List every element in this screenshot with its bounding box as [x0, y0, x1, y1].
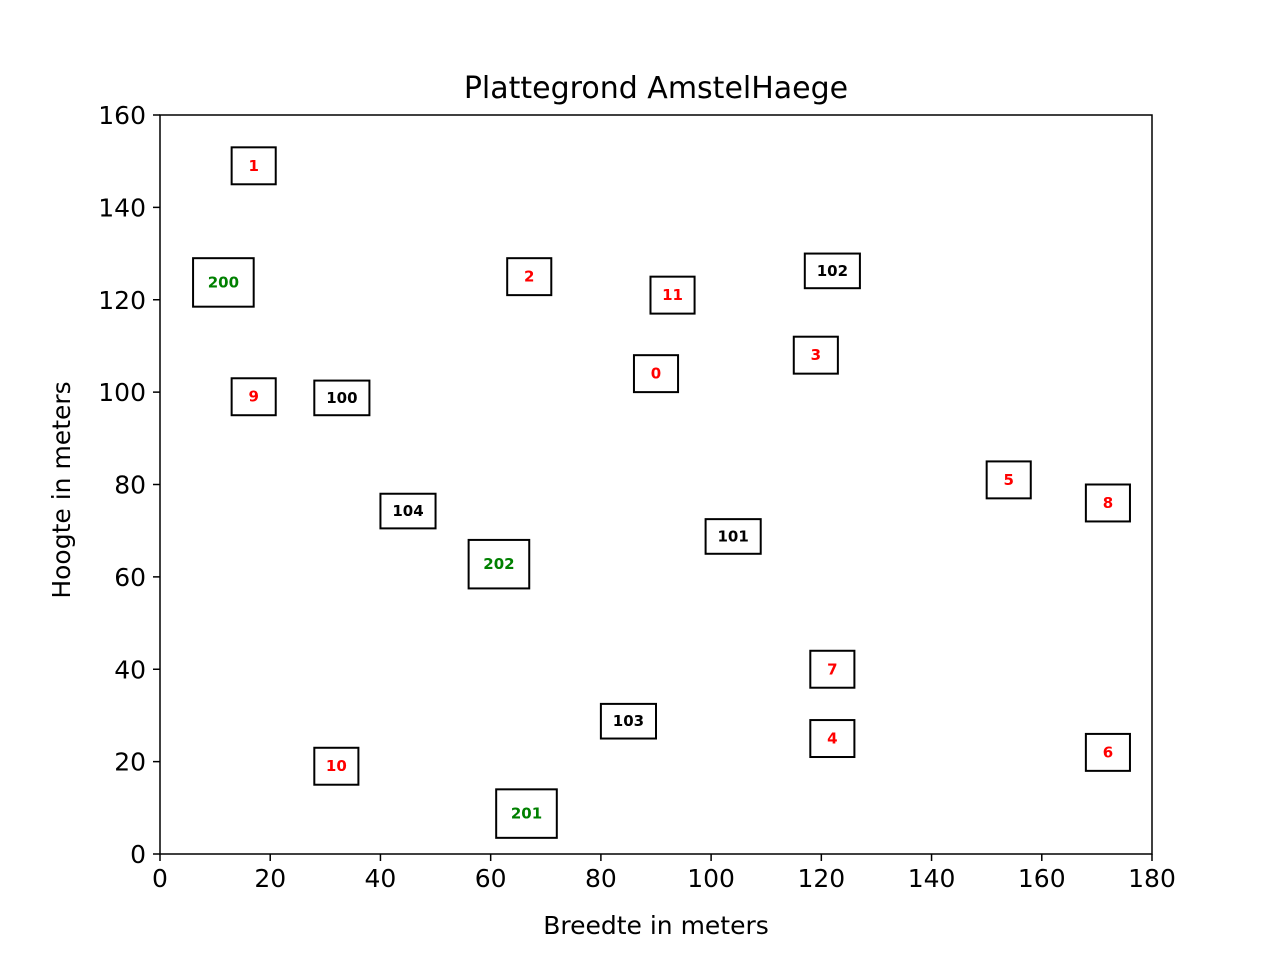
- x-tick-label-160: 160: [1018, 864, 1066, 893]
- x-tick-label-20: 20: [254, 864, 286, 893]
- y-tick-label-100: 100: [98, 378, 146, 407]
- house-label-200: 200: [208, 273, 239, 291]
- house-box-9: [230, 377, 277, 417]
- house-label-0: 0: [651, 365, 661, 383]
- house-box-202: [467, 538, 531, 590]
- house-box-101: [704, 518, 762, 555]
- plot-area-frame: [159, 114, 1153, 855]
- house-label-9: 9: [248, 388, 258, 406]
- house-box-8: [1084, 483, 1131, 523]
- house-box-6: [1084, 732, 1131, 772]
- house-box-103: [599, 702, 658, 740]
- y-tick-label-140: 140: [98, 193, 146, 222]
- house-label-202: 202: [483, 555, 514, 573]
- house-label-5: 5: [1003, 471, 1013, 489]
- x-axis-title: Breedte in meters: [543, 911, 769, 940]
- house-box-3: [792, 335, 839, 375]
- house-box-0: [632, 354, 680, 394]
- house-label-11: 11: [662, 286, 683, 304]
- house-label-102: 102: [817, 262, 848, 280]
- y-tick-label-80: 80: [114, 471, 146, 500]
- house-label-101: 101: [718, 527, 749, 545]
- chart-title: Plattegrond AmstelHaege: [464, 71, 848, 106]
- house-label-100: 100: [326, 389, 357, 407]
- house-box-100: [313, 379, 371, 417]
- x-tick-label-180: 180: [1128, 864, 1176, 893]
- y-tick-label-0: 0: [130, 840, 146, 869]
- house-box-201: [495, 788, 558, 839]
- house-label-10: 10: [326, 757, 347, 775]
- x-tick-label-140: 140: [908, 864, 956, 893]
- house-box-10: [313, 746, 360, 786]
- house-label-7: 7: [827, 660, 837, 678]
- y-tick-label-40: 40: [114, 655, 146, 684]
- house-label-3: 3: [811, 346, 821, 364]
- house-label-1: 1: [248, 157, 258, 175]
- house-box-11: [649, 275, 696, 315]
- house-label-201: 201: [511, 805, 542, 823]
- house-box-1: [230, 146, 277, 186]
- house-box-102: [803, 252, 861, 290]
- x-tick-label-40: 40: [365, 864, 397, 893]
- house-box-104: [379, 492, 437, 530]
- y-tick-label-60: 60: [114, 563, 146, 592]
- house-box-7: [809, 649, 856, 689]
- house-box-200: [192, 257, 255, 308]
- house-label-104: 104: [392, 502, 423, 520]
- x-tick-label-80: 80: [585, 864, 617, 893]
- x-tick-label-100: 100: [687, 864, 735, 893]
- x-tick-label-0: 0: [152, 864, 168, 893]
- x-tick-label-60: 60: [475, 864, 507, 893]
- house-label-6: 6: [1103, 743, 1113, 761]
- tick-layer: 0 20 40 60 80 100 120 140 160 1800204060801001201…: [98, 101, 1176, 893]
- house-label-2: 2: [524, 268, 534, 286]
- house-box-4: [809, 719, 856, 759]
- y-tick-label-120: 120: [98, 286, 146, 315]
- house-layer: 0 1 2 3 4 5 6 7 8 9 10 11 100 101 102 103 104 200 201 202: [192, 146, 1131, 839]
- y-tick-label-20: 20: [114, 748, 146, 777]
- house-box-5: [985, 460, 1032, 500]
- y-tick-label-160: 160: [98, 101, 146, 130]
- house-box-2: [506, 257, 553, 297]
- x-tick-label-120: 120: [797, 864, 845, 893]
- house-label-4: 4: [827, 730, 837, 748]
- house-label-103: 103: [613, 712, 644, 730]
- house-label-8: 8: [1103, 494, 1113, 512]
- y-axis-title: Hoogte in meters: [47, 381, 76, 598]
